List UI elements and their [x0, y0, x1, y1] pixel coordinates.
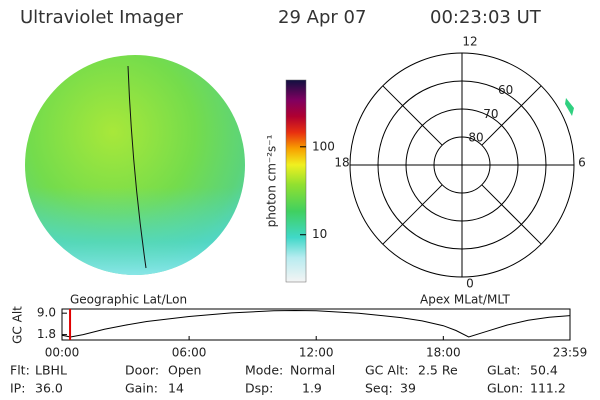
info-value: 1.9: [302, 381, 322, 396]
info-value: 36.0: [35, 381, 63, 396]
date: 29 Apr 07: [278, 7, 366, 28]
info-label: Dsp:: [245, 381, 273, 396]
alt-ylabel: GC Alt: [11, 306, 25, 344]
time: 00:23:03 UT: [430, 7, 542, 28]
info-label: Flt:: [10, 363, 30, 378]
alt-curve: [61, 309, 571, 338]
alt-xtick-label: 23:59: [553, 346, 588, 360]
alt-ytick-label: 1.8: [37, 327, 56, 341]
colorbar: [285, 79, 307, 283]
info-value: 39: [400, 381, 416, 396]
polar-ring-label: 70: [483, 107, 498, 121]
alt-right-title: Apex MLat/MLT: [420, 293, 510, 307]
info-label: GLat:: [487, 363, 520, 378]
title: Ultraviolet Imager: [20, 7, 184, 28]
alt-frame: [61, 308, 571, 341]
polar-mlt-label: 0: [466, 277, 474, 291]
info-panel: Flt: LBHL Door: Open Mode: Normal GC Alt: 2.5 R…: [10, 363, 566, 396]
uv-image: [25, 55, 245, 275]
polar-spoke: [481, 184, 542, 245]
polar-spoke: [481, 85, 542, 146]
alt-left-title: Geographic Lat/Lon: [70, 293, 187, 307]
info-value: Normal: [290, 363, 335, 378]
colorbar-tick-label: 100: [312, 139, 335, 153]
info-label: Door:: [125, 363, 159, 378]
polar-mlt-label: 12: [462, 35, 477, 49]
info-value: Open: [168, 363, 201, 378]
polar-spoke: [382, 184, 443, 245]
polar-ring-label: 60: [498, 83, 513, 97]
info-label: GLon:: [487, 381, 523, 396]
alt-xtick-label: 06:00: [172, 346, 207, 360]
polar-mlt-label: 18: [334, 156, 349, 170]
alt-xtick-label: 00:00: [45, 346, 80, 360]
polar-plot: [349, 52, 575, 278]
info-value: 111.2: [530, 381, 566, 396]
info-value: 50.4: [530, 363, 558, 378]
alt-xtick-label: 12:00: [299, 346, 334, 360]
info-label: GC Alt:: [365, 363, 409, 378]
alt-xtick-label: 18:00: [426, 346, 461, 360]
info-value: 2.5 Re: [418, 363, 458, 378]
info-value: LBHL: [35, 363, 67, 378]
alt-ytick-label: 9.0: [37, 306, 56, 320]
info-label: Mode:: [245, 363, 283, 378]
polar-mlt-label: 6: [578, 156, 586, 170]
polar-ring-label: 80: [468, 131, 483, 145]
info-value: 14: [168, 381, 184, 396]
colorbar-label: photon cm⁻²s⁻¹: [265, 134, 279, 227]
info-label: Seq:: [365, 381, 393, 396]
polar-spoke: [382, 85, 443, 146]
aurora-patch: [565, 98, 574, 116]
info-label: IP:: [10, 381, 25, 396]
info-label: Gain:: [125, 381, 158, 396]
colorbar-tick-label: 10: [312, 227, 327, 241]
